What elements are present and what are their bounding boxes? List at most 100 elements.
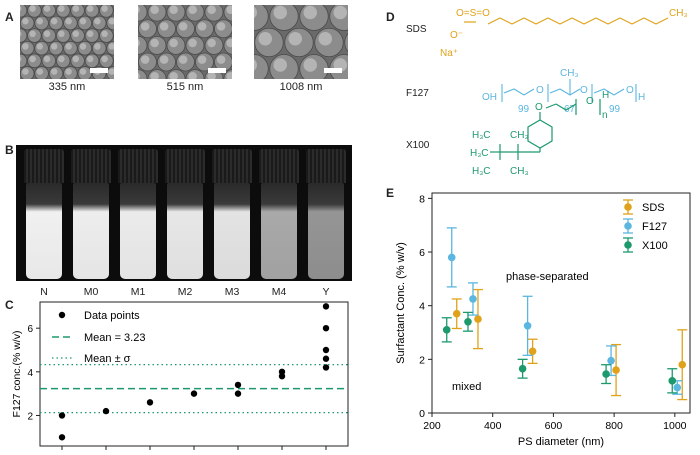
vial xyxy=(118,149,158,279)
sphere-highlight xyxy=(169,5,178,15)
f127-name: F127 xyxy=(406,88,429,99)
legend-label: SDS xyxy=(642,202,665,214)
data-point xyxy=(607,356,615,365)
data-point xyxy=(523,322,532,330)
vial-label: M3 xyxy=(224,286,240,298)
sphere-highlight xyxy=(65,68,72,75)
x100-ch3-bottom: CH₃ xyxy=(510,166,529,177)
scale-bar xyxy=(208,68,226,73)
x100-n: n xyxy=(602,110,608,121)
panel-label-a: A xyxy=(5,10,14,24)
legend-marker-points xyxy=(58,311,66,319)
sphere xyxy=(344,32,348,53)
sphere-highlight xyxy=(43,5,51,12)
data-point xyxy=(102,407,110,415)
sphere-highlight xyxy=(207,71,216,79)
x100-h: H xyxy=(602,90,609,101)
vial-cap xyxy=(259,149,299,183)
sphere-highlight xyxy=(65,17,72,25)
sphere-highlight xyxy=(101,30,108,38)
y-tick-label: 2 xyxy=(419,354,425,366)
sphere-highlight xyxy=(226,38,232,48)
sphere-pattern xyxy=(138,5,232,79)
sphere-highlight xyxy=(226,71,232,79)
sphere-highlight xyxy=(150,71,159,79)
vials-photo xyxy=(16,145,352,281)
f127-n1: 99 xyxy=(518,104,530,115)
sphere-highlight xyxy=(94,17,101,25)
y-tick-label: 6 xyxy=(27,324,33,335)
sphere-highlight xyxy=(254,59,257,71)
data-point xyxy=(146,399,154,406)
sphere-highlight xyxy=(254,6,257,19)
sds-ch3: CH₃ xyxy=(669,8,688,19)
data-point xyxy=(464,317,472,326)
annotation-phase-separated: phase-separated xyxy=(506,271,589,283)
data-point xyxy=(322,303,330,310)
sphere-highlight xyxy=(207,5,216,15)
data-point xyxy=(190,390,198,397)
sphere-highlight xyxy=(226,5,232,15)
vial-glass xyxy=(26,183,62,279)
vial-cap xyxy=(165,149,205,183)
data-point xyxy=(234,390,242,397)
f127-ch3: CH₃ xyxy=(560,68,579,79)
sphere-highlight xyxy=(197,22,207,31)
data-point xyxy=(234,381,242,389)
sphere xyxy=(20,53,28,69)
sphere-highlight xyxy=(43,30,51,38)
sphere xyxy=(254,54,269,79)
vial-glass xyxy=(261,183,297,279)
sphere-highlight xyxy=(36,43,44,50)
vial-label: M4 xyxy=(271,286,287,298)
legend-label-mean: Mean = 3.23 xyxy=(84,332,145,344)
sphere-highlight xyxy=(188,71,197,79)
sphere-highlight xyxy=(138,6,140,14)
legend-marker-point xyxy=(624,222,632,230)
sphere-highlight xyxy=(108,43,114,50)
annotation-mixed: mixed xyxy=(452,381,481,393)
y-tick-label: 6 xyxy=(419,247,425,259)
data-point xyxy=(673,383,682,392)
sphere-highlight xyxy=(101,55,108,63)
x100-name: X100 xyxy=(406,140,430,151)
sphere-highlight xyxy=(50,68,58,75)
y-axis-label: F127 conc.(% w/v) xyxy=(11,331,23,418)
x100-structure xyxy=(490,99,601,160)
sphere-highlight xyxy=(36,17,44,25)
sphere xyxy=(138,69,148,79)
f127-n3: 99 xyxy=(609,104,621,115)
x-axis-label: PS diameter (nm) xyxy=(518,436,604,448)
sem-image-335nm xyxy=(20,5,114,79)
sphere-highlight xyxy=(303,58,317,72)
sphere-highlight xyxy=(318,32,332,46)
sphere-highlight xyxy=(29,5,36,12)
scale-bar xyxy=(324,68,342,73)
x-tick-label: 600 xyxy=(545,420,563,432)
sphere-highlight xyxy=(36,68,44,75)
data-point xyxy=(322,324,330,332)
panel-label-c: C xyxy=(5,298,14,312)
sphere-highlight xyxy=(273,58,287,72)
x100-ch3-top: CH₃ xyxy=(510,130,529,141)
sphere-highlight xyxy=(207,38,216,48)
plot-frame xyxy=(431,192,691,414)
sds-o-minus: O⁻ xyxy=(450,30,463,41)
y-axis-label: Surfactant Conc. (% w/v) xyxy=(395,242,407,364)
sphere-highlight xyxy=(65,43,72,50)
sphere-highlight xyxy=(20,5,22,12)
legend-label-sigma: Mean ± σ xyxy=(84,353,131,365)
y-tick-label: 0 xyxy=(419,408,425,420)
sphere xyxy=(254,5,269,31)
f127-structure xyxy=(501,79,637,102)
sem-caption: 335 nm xyxy=(48,81,86,93)
sphere-highlight xyxy=(333,5,347,20)
sds-counter-ion: Na⁺ xyxy=(440,48,458,59)
data-point xyxy=(528,347,537,356)
sphere xyxy=(20,5,28,18)
sphere-highlight xyxy=(94,43,101,50)
sphere-highlight xyxy=(86,55,94,63)
sphere-highlight xyxy=(273,5,287,20)
sphere-pattern xyxy=(20,5,114,79)
sphere-highlight xyxy=(140,22,150,31)
